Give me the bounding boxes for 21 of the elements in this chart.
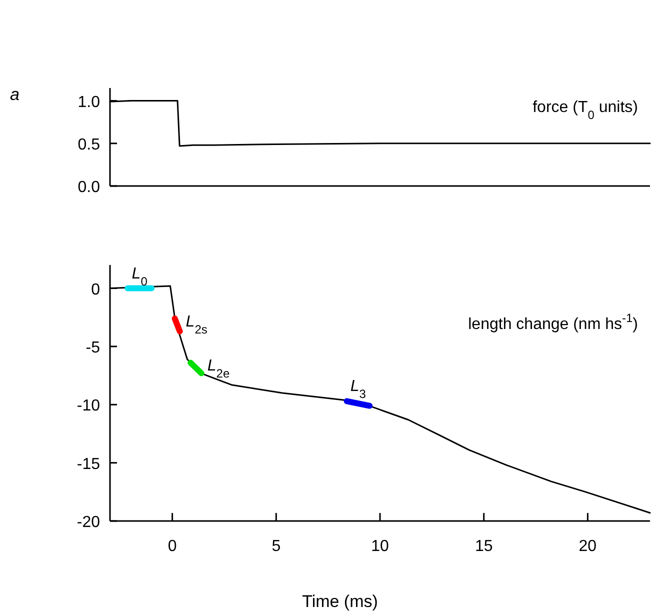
x-tick-label: 15 (474, 538, 493, 555)
text: a (10, 85, 20, 104)
series-label: L$_{2e}$ (207, 358, 230, 381)
x-axis-title: Time (ms) (302, 592, 378, 611)
series-label: L$_{0}$ (132, 265, 148, 288)
series-label: L$_{3}$ (350, 378, 366, 402)
x-tick-label: 20 (578, 538, 597, 555)
y-tick-label: -10 (76, 398, 100, 415)
y-tick-label: 0.0 (78, 179, 100, 196)
y-tick-label: -15 (76, 456, 100, 473)
y-tick-label: 0.5 (78, 136, 100, 154)
y-tick-label: -5 (86, 339, 100, 356)
y-tick-label: 1.0 (78, 94, 100, 111)
y-axis-title: length change (nm hs$^{-1}$) (468, 311, 638, 333)
x-tick-label: 0 (168, 538, 177, 555)
y-tick-label: 0 (91, 281, 100, 298)
y-axis-title: force (T$_{0}$ units) (532, 99, 638, 122)
x-tick-label: 5 (272, 538, 281, 555)
x-tick-label: 10 (371, 538, 389, 555)
y-tick-label: -20 (76, 514, 100, 531)
series-label: L$_{2s}$ (186, 314, 208, 337)
